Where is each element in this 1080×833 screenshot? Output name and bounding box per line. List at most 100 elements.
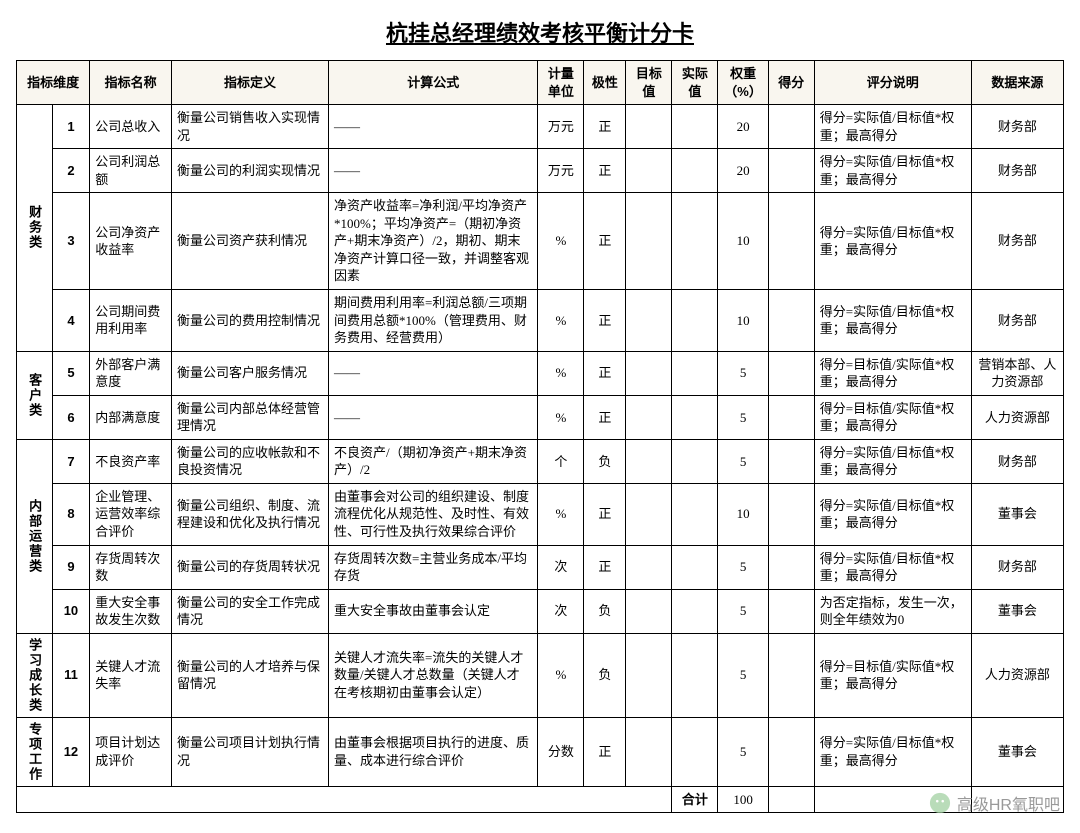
indicator-unit: % [538,483,584,545]
indicator-number: 8 [52,483,90,545]
indicator-polarity: 负 [584,633,626,717]
indicator-formula: 重大安全事故由董事会认定 [329,589,538,633]
indicator-name: 外部客户满意度 [90,351,172,395]
indicator-number: 3 [52,193,90,290]
wechat-icon [929,792,951,814]
indicator-actual [672,149,718,193]
indicator-number: 12 [52,717,90,786]
indicator-unit: 分数 [538,717,584,786]
indicator-scoring: 得分=实际值/目标值*权重；最高得分 [814,193,971,290]
indicator-score [768,545,814,589]
indicator-name: 不良资产率 [90,439,172,483]
indicator-target [626,589,672,633]
indicator-name: 公司总收入 [90,105,172,149]
indicator-def: 衡量公司的利润实现情况 [171,149,328,193]
indicator-unit: 个 [538,439,584,483]
indicator-unit: 万元 [538,105,584,149]
indicator-source: 财务部 [971,545,1063,589]
indicator-def: 衡量公司的费用控制情况 [171,290,328,352]
indicator-polarity: 正 [584,105,626,149]
indicator-target [626,105,672,149]
indicator-scoring: 得分=实际值/目标值*权重；最高得分 [814,717,971,786]
indicator-score [768,351,814,395]
indicator-actual [672,633,718,717]
indicator-scoring: 得分=实际值/目标值*权重；最高得分 [814,439,971,483]
indicator-source: 董事会 [971,717,1063,786]
indicator-number: 2 [52,149,90,193]
indicator-target [626,395,672,439]
indicator-def: 衡量公司的人才培养与保留情况 [171,633,328,717]
col-polarity: 极性 [584,61,626,105]
indicator-polarity: 负 [584,589,626,633]
indicator-formula: 净资产收益率=净利润/平均净资产*100%；平均净资产=（期初净资产+期末净资产… [329,193,538,290]
indicator-weight: 10 [718,193,768,290]
indicator-number: 9 [52,545,90,589]
indicator-weight: 5 [718,439,768,483]
indicator-unit: % [538,395,584,439]
scorecard-table: 指标维度 指标名称 指标定义 计算公式 计量单位 极性 目标值 实际值 权重（%… [16,60,1064,813]
indicator-source: 财务部 [971,290,1063,352]
indicator-name: 公司期间费用利用率 [90,290,172,352]
col-unit: 计量单位 [538,61,584,105]
indicator-name: 内部满意度 [90,395,172,439]
indicator-target [626,149,672,193]
dimension-cell: 学习成长类 [17,633,53,717]
indicator-polarity: 正 [584,483,626,545]
indicator-polarity: 正 [584,395,626,439]
indicator-scoring: 得分=目标值/实际值*权重；最高得分 [814,351,971,395]
table-row: 10重大安全事故发生次数衡量公司的安全工作完成情况重大安全事故由董事会认定次负5… [17,589,1064,633]
col-score: 得分 [768,61,814,105]
indicator-source: 营销本部、人力资源部 [971,351,1063,395]
indicator-score [768,717,814,786]
indicator-target [626,290,672,352]
table-row: 8企业管理、运营效率综合评价衡量公司组织、制度、流程建设和优化及执行情况由董事会… [17,483,1064,545]
indicator-name: 重大安全事故发生次数 [90,589,172,633]
indicator-target [626,633,672,717]
col-weight: 权重（%） [718,61,768,105]
indicator-formula: 关键人才流失率=流失的关键人才数量/关键人才总数量（关键人才在考核期初由董事会认… [329,633,538,717]
watermark-text: 高级HR氧职吧 [957,791,1060,815]
indicator-score [768,589,814,633]
indicator-actual [672,717,718,786]
indicator-actual [672,483,718,545]
dimension-cell: 内部运营类 [17,439,53,633]
indicator-weight: 5 [718,545,768,589]
indicator-number: 5 [52,351,90,395]
col-dim: 指标维度 [17,61,90,105]
total-score [768,786,814,813]
indicator-number: 1 [52,105,90,149]
table-header-row: 指标维度 指标名称 指标定义 计算公式 计量单位 极性 目标值 实际值 权重（%… [17,61,1064,105]
indicator-scoring: 为否定指标，发生一次，则全年绩效为0 [814,589,971,633]
indicator-name: 项目计划达成评价 [90,717,172,786]
indicator-def: 衡量公司销售收入实现情况 [171,105,328,149]
indicator-name: 公司净资产收益率 [90,193,172,290]
table-row: 6内部满意度衡量公司内部总体经营管理情况——%正5得分=目标值/实际值*权重；最… [17,395,1064,439]
total-row: 合计100 [17,786,1064,813]
indicator-actual [672,105,718,149]
indicator-target [626,545,672,589]
indicator-target [626,439,672,483]
indicator-scoring: 得分=实际值/目标值*权重；最高得分 [814,149,971,193]
indicator-actual [672,290,718,352]
indicator-def: 衡量公司的应收帐款和不良投资情况 [171,439,328,483]
table-row: 专项工作12项目计划达成评价衡量公司项目计划执行情况由董事会根据项目执行的进度、… [17,717,1064,786]
indicator-actual [672,351,718,395]
indicator-source: 财务部 [971,149,1063,193]
indicator-score [768,290,814,352]
indicator-name: 公司利润总额 [90,149,172,193]
table-row: 内部运营类7不良资产率衡量公司的应收帐款和不良投资情况不良资产/（期初净资产+期… [17,439,1064,483]
indicator-scoring: 得分=目标值/实际值*权重；最高得分 [814,633,971,717]
indicator-formula: 期间费用利用率=利润总额/三项期间费用总额*100%（管理费用、财务费用、经营费… [329,290,538,352]
table-row: 9存货周转次数衡量公司的存货周转状况存货周转次数=主营业务成本/平均存货次正5得… [17,545,1064,589]
indicator-number: 7 [52,439,90,483]
table-row: 3公司净资产收益率衡量公司资产获利情况净资产收益率=净利润/平均净资产*100%… [17,193,1064,290]
indicator-polarity: 正 [584,545,626,589]
indicator-formula: 由董事会对公司的组织建设、制度流程优化从规范性、及时性、有效性、可行性及执行效果… [329,483,538,545]
indicator-score [768,193,814,290]
indicator-weight: 5 [718,589,768,633]
indicator-source: 财务部 [971,105,1063,149]
indicator-def: 衡量公司的安全工作完成情况 [171,589,328,633]
indicator-score [768,439,814,483]
indicator-source: 人力资源部 [971,633,1063,717]
indicator-unit: 次 [538,589,584,633]
